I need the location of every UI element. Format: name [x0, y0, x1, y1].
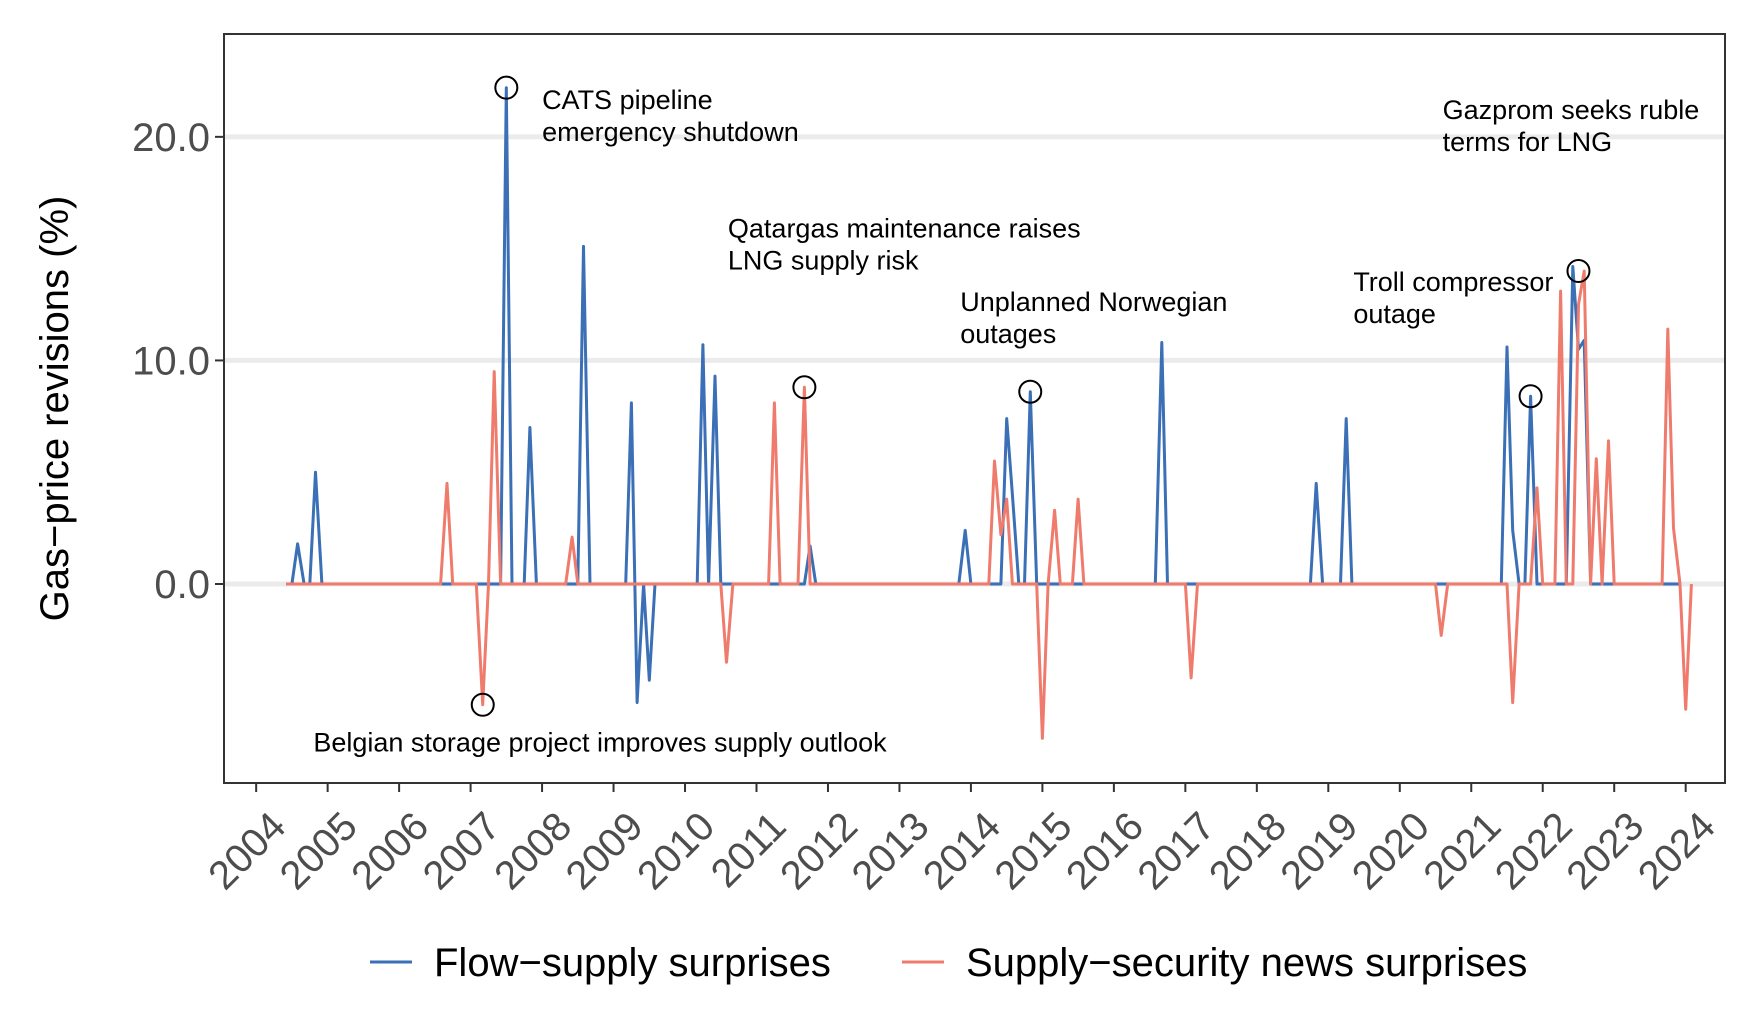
legend-label-1: Supply−security news surprises	[966, 941, 1527, 985]
y-tick-label-2: 20.0	[132, 116, 210, 160]
legend-label-0: Flow−supply surprises	[434, 941, 831, 985]
marker-circle-qatargas	[792, 375, 817, 400]
plot-frame	[223, 33, 1726, 784]
marker-circle-belgian	[470, 692, 495, 717]
marker-circle-gazprom	[1566, 258, 1591, 283]
y-tick-label-0: 0.0	[154, 563, 210, 607]
annotation-norwegian-line-1: outages	[960, 319, 1056, 349]
annotation-belgian-line-0: Belgian storage project improves supply …	[313, 728, 887, 758]
series-layer	[286, 86, 1693, 740]
annotation-gazprom-line-0: Gazprom seeks ruble	[1443, 95, 1700, 125]
annotation-cats-line-1: emergency shutdown	[542, 117, 799, 147]
y-tick-label-1: 10.0	[132, 339, 210, 383]
annotation-cats-line-0: CATS pipeline	[542, 85, 713, 115]
marker-circle-cats	[494, 75, 519, 100]
legend: Flow−supply surprises Supply−security new…	[370, 941, 1527, 985]
annotation-qatargas-line-1: LNG supply risk	[728, 245, 919, 275]
marker-circle-troll	[1518, 384, 1543, 409]
marker-circle-norwegian	[1018, 379, 1043, 404]
y-axis: 0.0 10.0 20.0	[132, 116, 224, 607]
series-line-1	[286, 269, 1693, 740]
annotation-qatargas-line-0: Qatargas maintenance raises	[728, 213, 1081, 243]
annotation-norwegian-line-0: Unplanned Norwegian	[960, 287, 1227, 317]
annotation-troll-line-0: Troll compressor	[1353, 267, 1553, 297]
annotation-gazprom-line-1: terms for LNG	[1443, 127, 1613, 157]
marker-layer	[470, 75, 1591, 717]
y-axis-title: Gas−price revisions (%)	[33, 196, 77, 622]
annotation-troll-line-1: outage	[1353, 299, 1436, 329]
